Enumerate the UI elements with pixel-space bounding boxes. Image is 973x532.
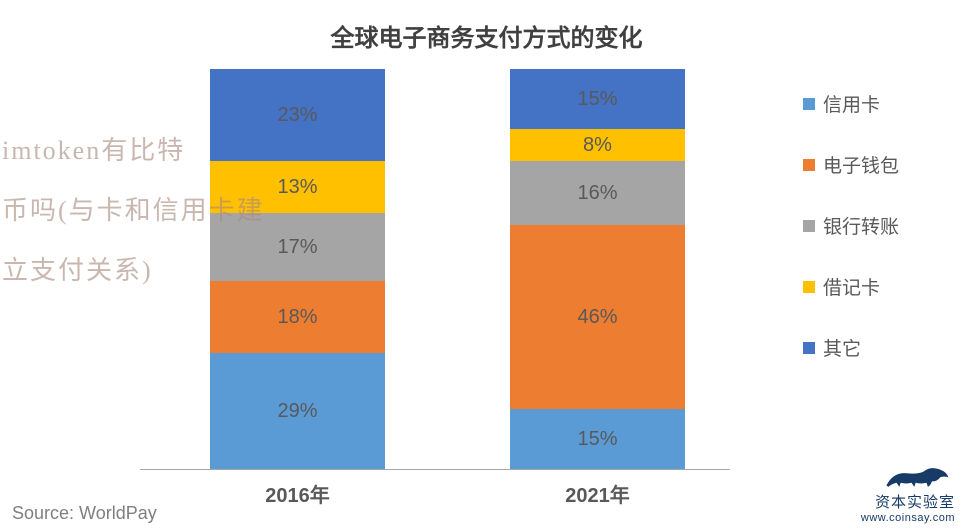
source-text: Source: WorldPay (12, 503, 157, 524)
x-axis-label: 2016年 (123, 469, 473, 508)
plot-area: 29%18%17%13%23%2016年 15%46%16%8%15%2021年 (140, 70, 730, 470)
legend-label: 信用卡 (823, 90, 880, 117)
bar-segment: 13% (210, 161, 385, 213)
legend-label: 电子钱包 (823, 151, 899, 178)
watermark-logo: 资本实验室 www.coinsay.com (825, 491, 955, 524)
legend-swatch (803, 159, 815, 171)
legend-item: 其它 (803, 334, 943, 361)
bar-group: 29%18%17%13%23%2016年 (210, 69, 385, 469)
bar-segment: 15% (510, 409, 685, 469)
watermark-en: www.coinsay.com (825, 512, 955, 524)
watermark-cn: 资本实验室 (825, 491, 955, 512)
bar-segment: 15% (510, 69, 685, 129)
legend-swatch (803, 281, 815, 293)
bar-segment: 16% (510, 161, 685, 225)
legend-item: 信用卡 (803, 90, 943, 117)
bar-segment: 29% (210, 353, 385, 469)
legend-swatch (803, 98, 815, 110)
bar-group: 15%46%16%8%15%2021年 (510, 69, 685, 469)
legend-swatch (803, 342, 815, 354)
legend: 信用卡电子钱包银行转账借记卡其它 (803, 90, 943, 395)
bar-segment: 23% (210, 69, 385, 161)
bar-segment: 18% (210, 281, 385, 353)
legend-label: 银行转账 (823, 212, 899, 239)
bar-segment: 46% (510, 225, 685, 409)
legend-label: 其它 (823, 334, 861, 361)
legend-item: 借记卡 (803, 273, 943, 300)
legend-label: 借记卡 (823, 273, 880, 300)
bar-segment: 17% (210, 213, 385, 281)
chart-title: 全球电子商务支付方式的变化 (0, 18, 973, 53)
bar-segment: 8% (510, 129, 685, 161)
legend-item: 银行转账 (803, 212, 943, 239)
x-axis-label: 2021年 (423, 469, 773, 508)
legend-swatch (803, 220, 815, 232)
legend-item: 电子钱包 (803, 151, 943, 178)
overlay-line: 立支付关系) (2, 250, 153, 287)
panther-icon (883, 465, 951, 491)
stacked-bar-chart: 全球电子商务支付方式的变化 29%18%17%13%23%2016年15%46%… (0, 0, 973, 532)
